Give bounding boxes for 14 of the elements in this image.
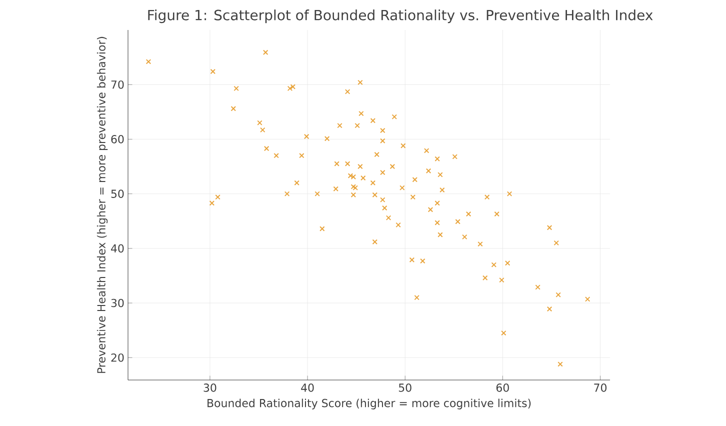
chart-title: Figure 1: Scatterplot of Bounded Rationality vs. Preventive Health Index [148,10,653,24]
x-tick-label: 70 [594,384,607,392]
y-tick-label: 20 [111,353,124,362]
x-tick-label: 40 [301,384,314,392]
y-tick-label: 50 [111,190,124,198]
x-tick-label: 30 [204,384,216,392]
y-tick-label: 60 [111,135,124,144]
y-tick-label: 30 [111,298,124,308]
x-axis-title: Bounded Rationality Score (higher = more cognitive limits) [208,398,531,410]
y-tick-label: 70 [111,80,124,89]
x-tick-label: 60 [496,384,509,392]
x-tick-label: 50 [398,384,412,392]
y-axis-title: Preventive Health Index (higher = more preventive behavior) [96,36,108,373]
y-tick-label: 40 [111,244,124,253]
